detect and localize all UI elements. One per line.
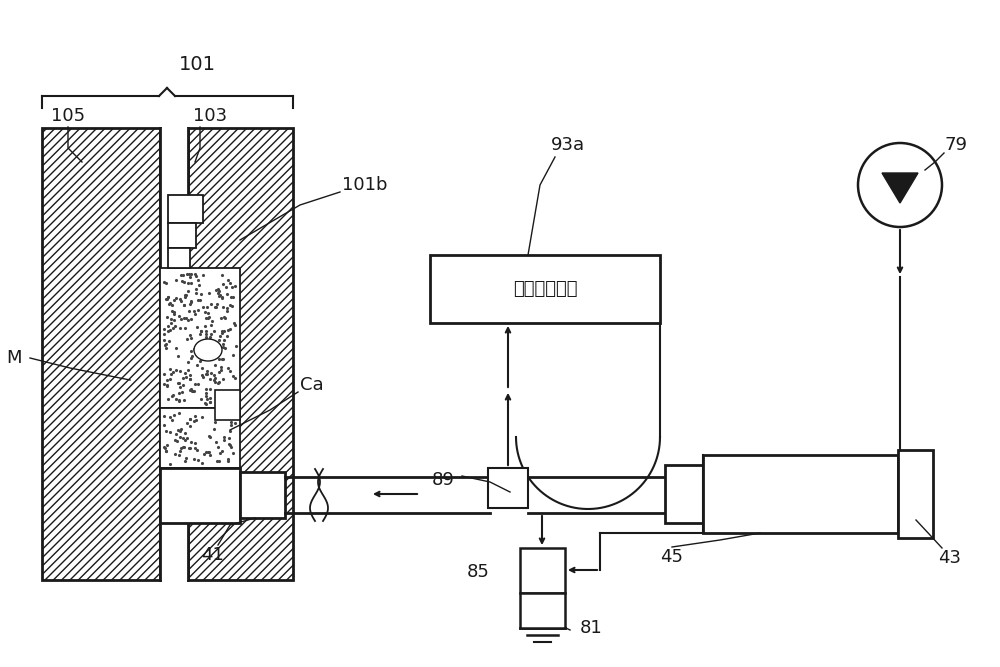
- Text: M: M: [7, 349, 22, 367]
- Bar: [168, 223, 196, 248]
- Text: 101b: 101b: [342, 176, 388, 194]
- Text: 81: 81: [580, 619, 603, 637]
- Text: 85: 85: [467, 563, 490, 581]
- Bar: [168, 248, 190, 268]
- Text: 93a: 93a: [551, 136, 585, 154]
- Bar: [703, 455, 898, 533]
- Bar: [215, 390, 240, 420]
- Bar: [665, 465, 703, 523]
- Bar: [160, 408, 240, 468]
- Text: 89: 89: [432, 471, 455, 489]
- Text: 主速度控制部: 主速度控制部: [513, 280, 577, 298]
- Bar: [430, 255, 660, 323]
- Bar: [160, 128, 188, 580]
- Polygon shape: [882, 173, 918, 203]
- Ellipse shape: [194, 339, 222, 361]
- Text: Ca: Ca: [300, 376, 324, 394]
- Bar: [42, 128, 160, 580]
- Bar: [160, 268, 240, 408]
- Bar: [488, 468, 528, 508]
- Bar: [520, 593, 565, 628]
- Bar: [168, 195, 203, 223]
- Bar: [240, 472, 285, 518]
- Text: 101: 101: [178, 55, 216, 75]
- Bar: [160, 468, 240, 523]
- Bar: [188, 128, 293, 580]
- Bar: [520, 548, 565, 593]
- Text: 41: 41: [201, 546, 223, 564]
- Text: 45: 45: [660, 548, 684, 566]
- Text: 43: 43: [938, 549, 962, 567]
- Bar: [898, 450, 933, 538]
- Text: 105: 105: [51, 107, 85, 125]
- Text: 79: 79: [945, 136, 968, 154]
- Text: 103: 103: [193, 107, 227, 125]
